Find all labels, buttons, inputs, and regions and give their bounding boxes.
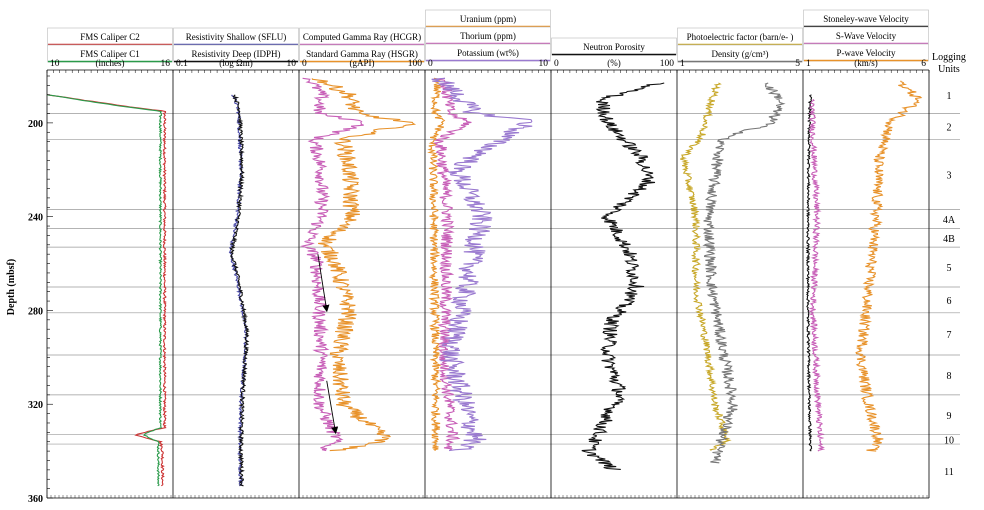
- series-black-line: [229, 94, 250, 487]
- depth-axis-title: Depth (mbsf): [6, 259, 17, 315]
- scale-min-label: 1: [806, 59, 811, 69]
- track-header-label: FMS Caliper C2: [80, 32, 140, 42]
- track-header-label: Resistivity Shallow (SFLU): [186, 32, 287, 42]
- track-header-label: S-Wave Velocity: [836, 31, 897, 41]
- series-blue-line: [228, 94, 248, 487]
- logging-unit-label: 6: [947, 296, 952, 307]
- track-header-label: Uranium (ppm): [460, 14, 516, 24]
- scale-min-label: 0: [554, 59, 559, 69]
- track-units-label: (gAPI): [350, 58, 375, 68]
- track-units-label: (km/s): [854, 58, 878, 68]
- track-7: Stoneley-wave Velocity S-Wave Velocity P-w…: [802, 9, 930, 498]
- scale-max-label: 100: [660, 59, 675, 69]
- track-header-label: Computed Gamma Ray (HCGR): [303, 32, 421, 42]
- track-header-label: Density (g/cm³): [712, 49, 769, 59]
- track-1: FMS Caliper C2 FMS Caliper C1(inches) 10 16: [46, 27, 174, 498]
- series-olive-line: [680, 82, 732, 451]
- series-gray-line: [702, 82, 786, 464]
- track-header-label: P-wave Velocity: [836, 48, 896, 58]
- unit-boundary-lines: [47, 113, 960, 445]
- logging-units-title: Logging: [932, 52, 966, 63]
- series-green-line: [47, 94, 163, 487]
- depth-axis: 200 240 280 320 360 Depth (mbsf): [6, 75, 929, 505]
- series-black-line: [805, 94, 813, 452]
- track-units-label: (log Ωm): [219, 58, 252, 68]
- series-black-line: [581, 82, 665, 470]
- logging-unit-label: 4A: [943, 215, 956, 226]
- trend-arrow: [317, 254, 330, 313]
- scale-max-label: 100: [408, 59, 423, 69]
- scale-min-label: 0: [428, 59, 433, 69]
- logging-unit-label: 5: [947, 263, 952, 274]
- trend-arrow: [326, 380, 339, 435]
- series-orange-line: [855, 80, 923, 452]
- scale-max-label: 5: [795, 59, 800, 69]
- track-3: Computed Gamma Ray (HCGR) Standard Gamma …: [298, 27, 426, 498]
- scale-max-label: 10: [539, 59, 549, 69]
- scale-min-label: 0.1: [176, 59, 188, 69]
- track-units-label: (inches): [96, 58, 125, 68]
- series-magenta-line: [432, 77, 472, 452]
- logging-unit-label: 4B: [943, 234, 955, 245]
- track-header-label: Stoneley-wave Velocity: [823, 14, 909, 24]
- series-magenta-line: [299, 77, 364, 452]
- track-header-label: Thorium (ppm): [460, 31, 516, 41]
- depth-tick-label: 240: [28, 213, 43, 224]
- track-header-label: Standard Gamma Ray (HSGR): [306, 49, 418, 59]
- logging-unit-label: 7: [947, 330, 952, 341]
- track-units-label: (%): [607, 58, 621, 68]
- scale-min-label: 1: [680, 59, 685, 69]
- series-red-line: [47, 94, 168, 487]
- depth-tick-label: 280: [28, 306, 43, 317]
- track-2: Resistivity Shallow (SFLU) Resistivity De…: [172, 27, 300, 498]
- track-5: Neutron Porosity (%) 0 100: [550, 37, 678, 498]
- track-header-label: Potassium (wt%): [457, 48, 519, 58]
- depth-tick-label: 200: [28, 119, 43, 130]
- track-6: Photoelectric factor (barn/e- ) Density (…: [676, 27, 804, 498]
- logging-unit-label: 11: [944, 467, 954, 478]
- logging-unit-label: 1: [947, 91, 952, 102]
- series-purple-line: [431, 77, 533, 452]
- scale-max-label: 6: [921, 59, 926, 69]
- scale-max-label: 16: [161, 59, 171, 69]
- track-header-label: Resistivity Deep (IDPH): [192, 49, 281, 59]
- depth-tick-label: 320: [28, 400, 43, 411]
- track-header-label: Photoelectric factor (barn/e- ): [687, 32, 794, 42]
- logging-units-title: Units: [938, 64, 960, 75]
- logging-unit-label: 8: [947, 371, 952, 382]
- depth-tick-label: 360: [28, 494, 43, 505]
- scale-max-label: 10: [287, 59, 297, 69]
- track-header-label: FMS Caliper C1: [80, 49, 140, 59]
- logging-unit-label: 2: [947, 122, 952, 133]
- series-orange-line: [427, 77, 446, 452]
- scale-min-label: 10: [50, 59, 60, 69]
- track-header-label: Neutron Porosity: [583, 42, 645, 52]
- scale-min-label: 0: [302, 59, 307, 69]
- logging-unit-label: 10: [944, 435, 954, 446]
- series-orange-line: [311, 78, 417, 452]
- logging-unit-label: 9: [947, 411, 952, 422]
- logging-unit-label: 3: [947, 170, 952, 181]
- track-4: Uranium (ppm) Thorium (ppm) Potassium (wt%…: [424, 9, 552, 498]
- series-magenta-line: [808, 98, 826, 452]
